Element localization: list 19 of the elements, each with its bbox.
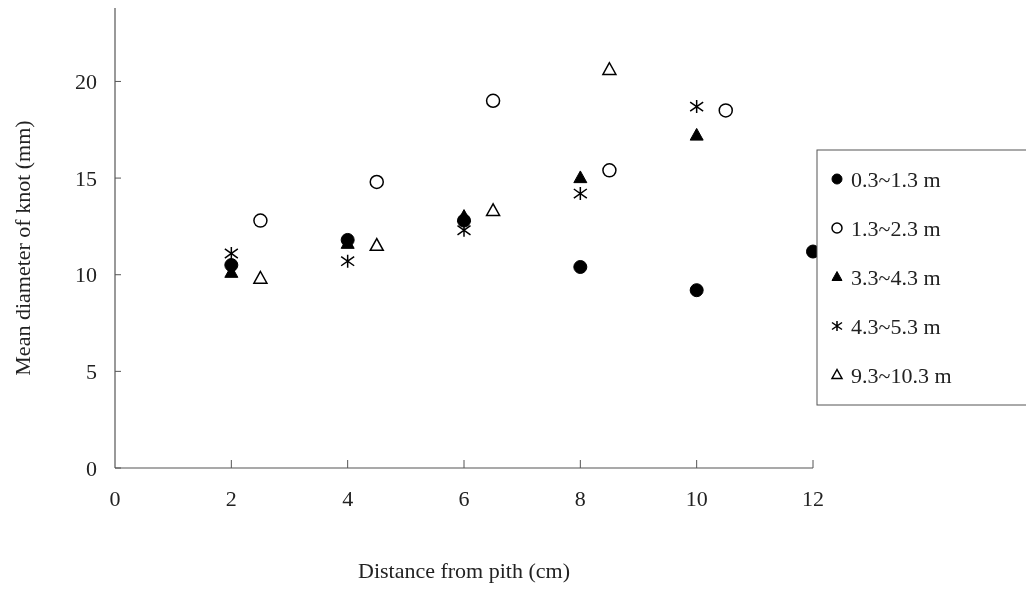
x-tick-label: 6 xyxy=(458,486,470,511)
x-tick-label: 12 xyxy=(802,486,824,511)
x-tick-label: 8 xyxy=(574,486,586,511)
y-tick-label: 5 xyxy=(86,359,97,385)
legend-label: 4.3~5.3 m xyxy=(851,313,941,339)
legend-label: 9.3~10.3 m xyxy=(851,362,952,388)
y-tick-label: 20 xyxy=(75,69,97,95)
x-tick-label: 4 xyxy=(342,486,354,511)
x-tick-label: 2 xyxy=(225,486,237,511)
legend-label: 0.3~1.3 m xyxy=(851,166,941,192)
y-tick-label: 10 xyxy=(75,262,97,288)
legend-label: 1.3~2.3 m xyxy=(851,215,941,241)
y-tick-label: 0 xyxy=(86,455,97,481)
x-axis-title: Distance from pith (cm) xyxy=(358,558,570,583)
x-tick-label: 10 xyxy=(685,486,708,511)
legend-label: 3.3~4.3 m xyxy=(851,264,941,290)
y-tick-label: 15 xyxy=(75,165,97,191)
y-axis-title: Mean diameter of knot (mm) xyxy=(10,120,35,376)
x-tick-label: 0 xyxy=(109,486,121,511)
